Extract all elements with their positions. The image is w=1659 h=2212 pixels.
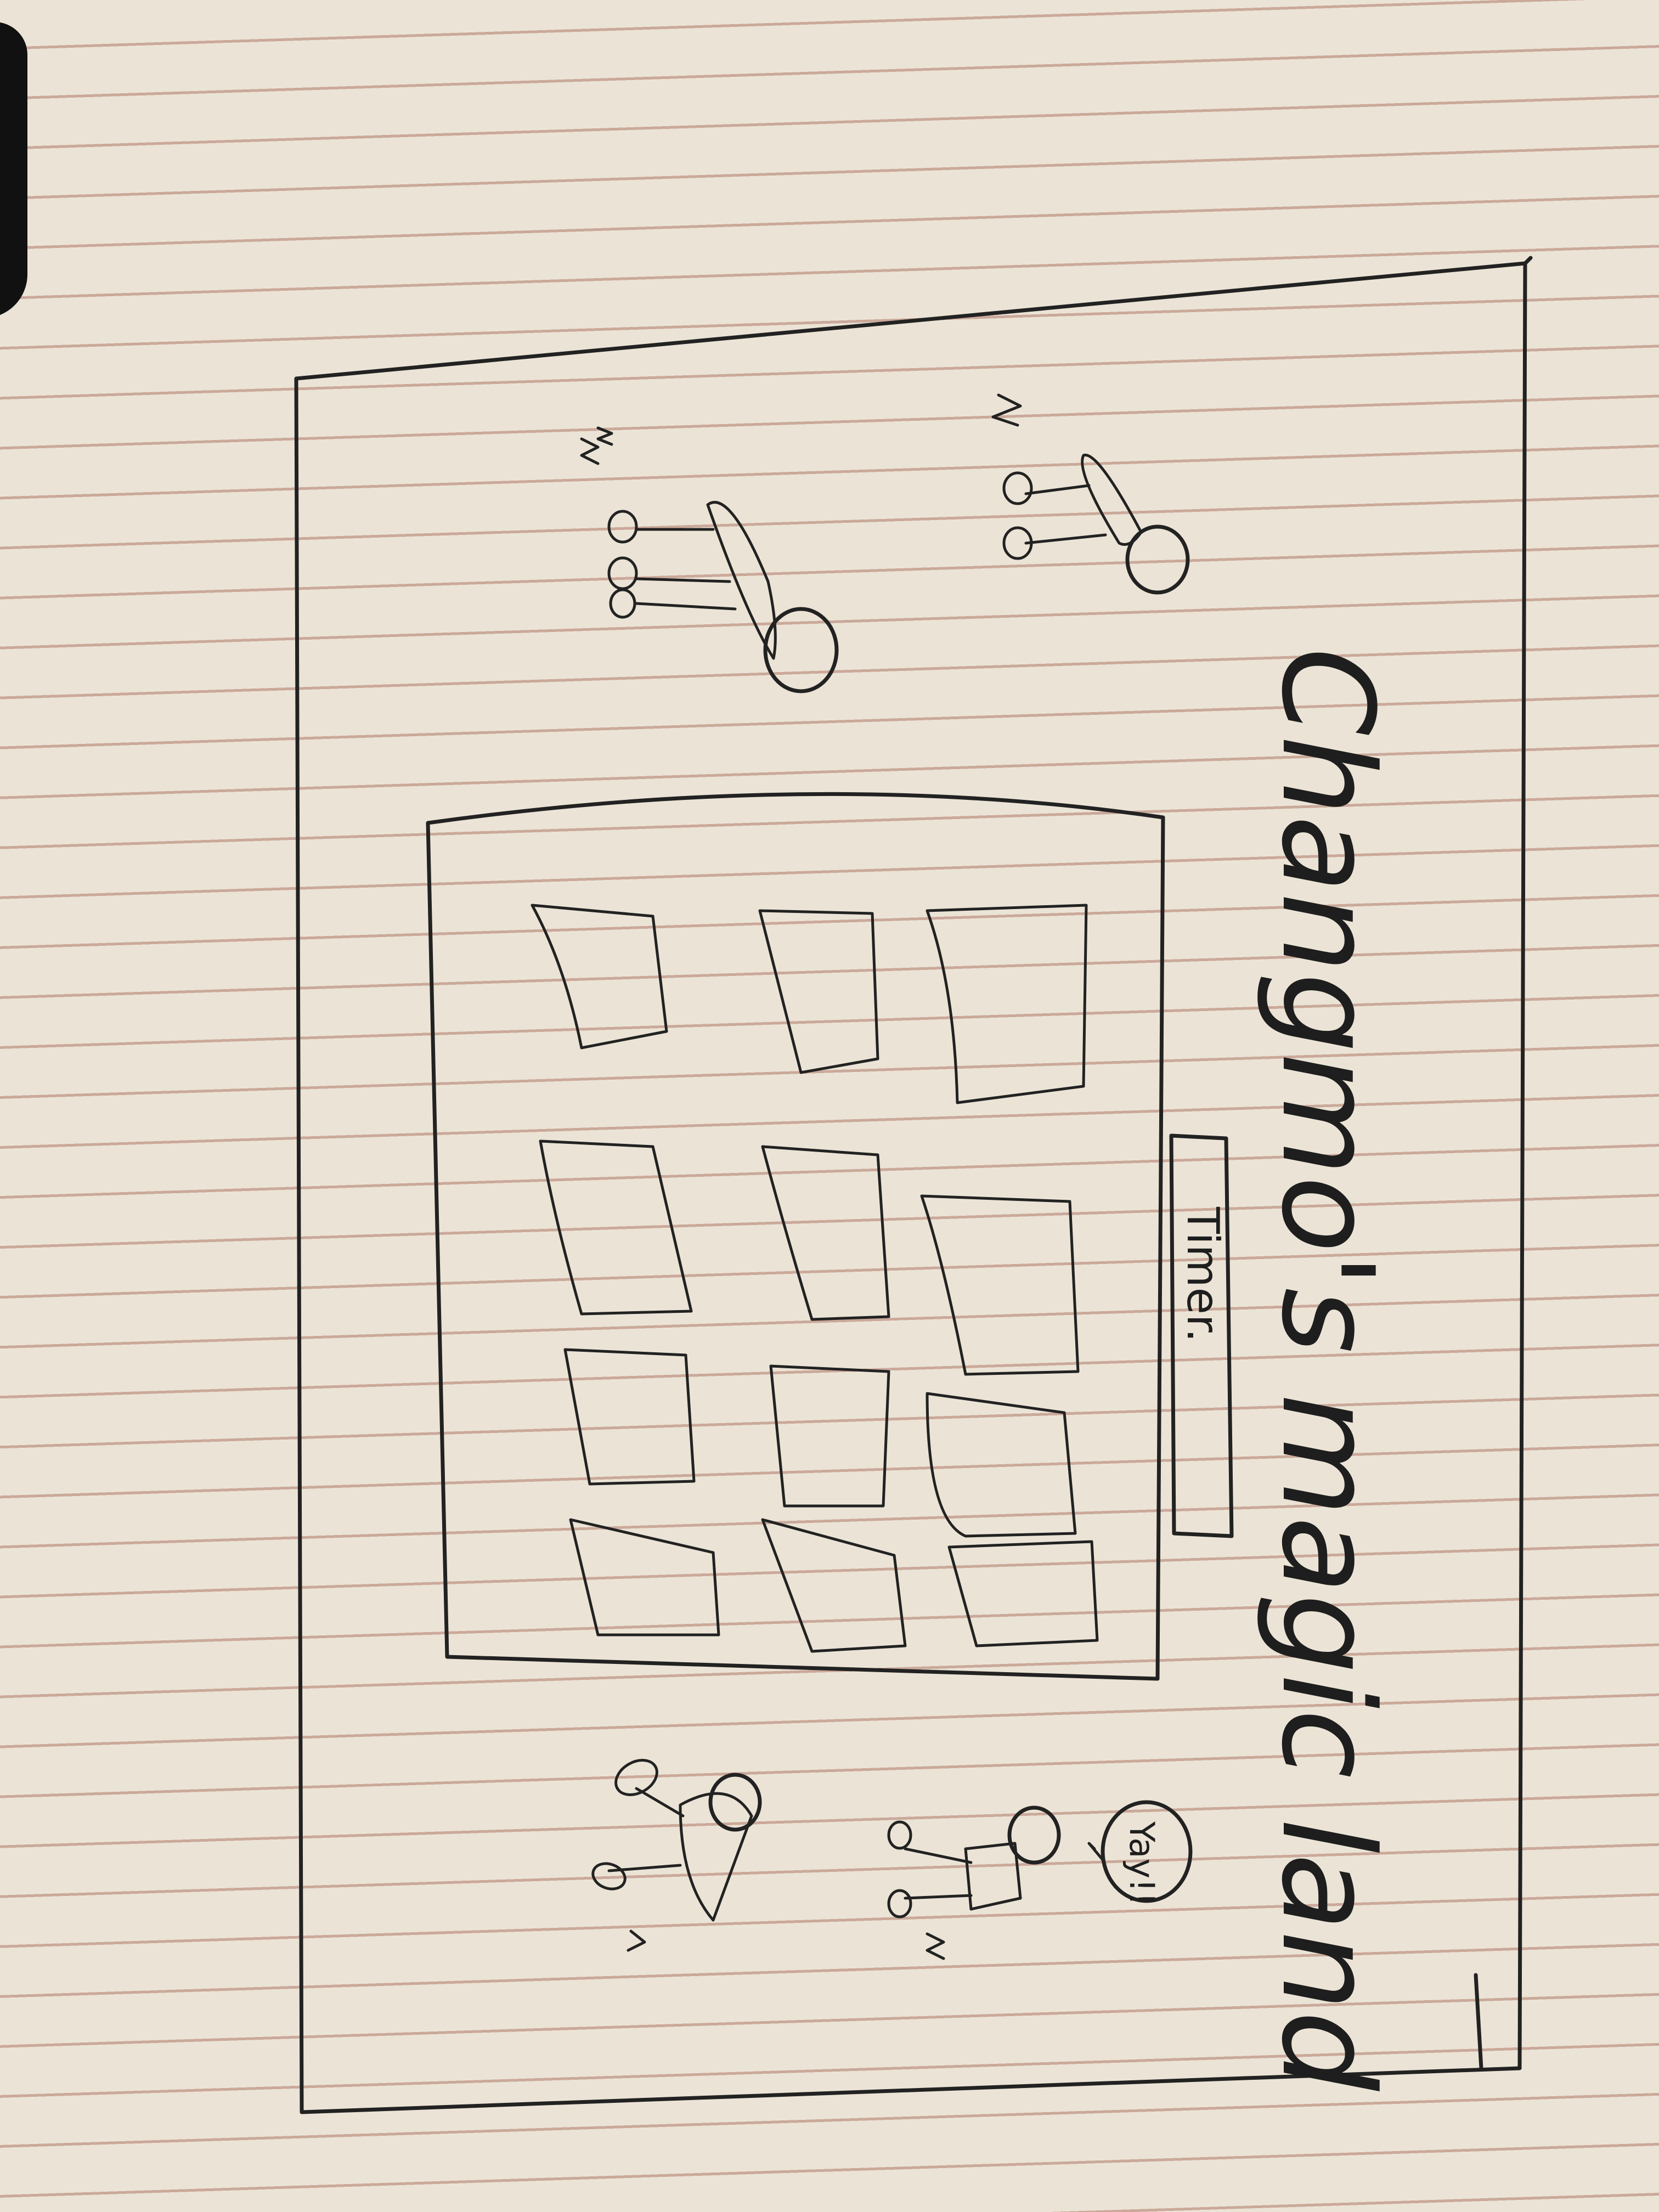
card[interactable] (569, 1518, 720, 1637)
card[interactable] (539, 1139, 693, 1316)
title-group: Changmo's magic land (1254, 647, 1400, 2091)
speech-bubble: Yay!! (1087, 1800, 1193, 1906)
dark-corner-shadow (0, 22, 27, 318)
sleep-zzz-marks (580, 393, 1022, 465)
card[interactable] (758, 909, 879, 1074)
card[interactable] (926, 904, 1088, 1104)
outer-frame (294, 261, 1527, 2114)
card[interactable] (769, 1364, 890, 1508)
timer-box (1169, 1133, 1234, 1538)
page-title: Changmo's magic land (1254, 647, 1400, 2091)
timer-label-group: Timer. (1177, 1206, 1228, 1342)
timer-label: Timer. (1177, 1206, 1228, 1342)
walking-figure (591, 1759, 762, 1952)
speech-bubble-text: Yay!! (1122, 1821, 1162, 1906)
card[interactable] (920, 1194, 1080, 1376)
card-grid (531, 904, 1099, 1653)
card[interactable] (761, 1518, 907, 1653)
sleeping-figure-bottom (607, 501, 839, 693)
cheering-figure (887, 1805, 1061, 1960)
card[interactable] (926, 1392, 1077, 1538)
frame-right-edge-overhang (1474, 256, 1533, 2070)
card[interactable] (761, 1145, 890, 1321)
card[interactable] (947, 1540, 1099, 1647)
card[interactable] (563, 1348, 696, 1486)
sleeping-figure-top (1002, 453, 1190, 595)
card[interactable] (531, 904, 668, 1049)
card-grid-container (426, 792, 1165, 1681)
